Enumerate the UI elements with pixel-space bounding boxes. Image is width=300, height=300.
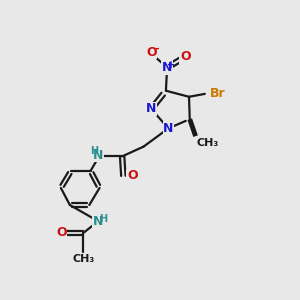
Text: O: O xyxy=(180,50,191,63)
Text: N: N xyxy=(93,215,103,228)
Text: H: H xyxy=(100,214,108,224)
Text: CH₃: CH₃ xyxy=(72,254,94,264)
Text: -: - xyxy=(154,44,159,54)
Text: +: + xyxy=(167,60,175,70)
Text: N: N xyxy=(146,102,157,116)
Text: N: N xyxy=(163,122,173,135)
Text: O: O xyxy=(56,226,67,239)
Text: N: N xyxy=(162,61,172,74)
Text: Br: Br xyxy=(210,87,225,101)
Text: O: O xyxy=(127,169,138,182)
Text: N: N xyxy=(93,148,103,162)
Text: CH₃: CH₃ xyxy=(197,138,219,148)
Text: O: O xyxy=(146,46,157,59)
Text: H: H xyxy=(90,146,98,157)
